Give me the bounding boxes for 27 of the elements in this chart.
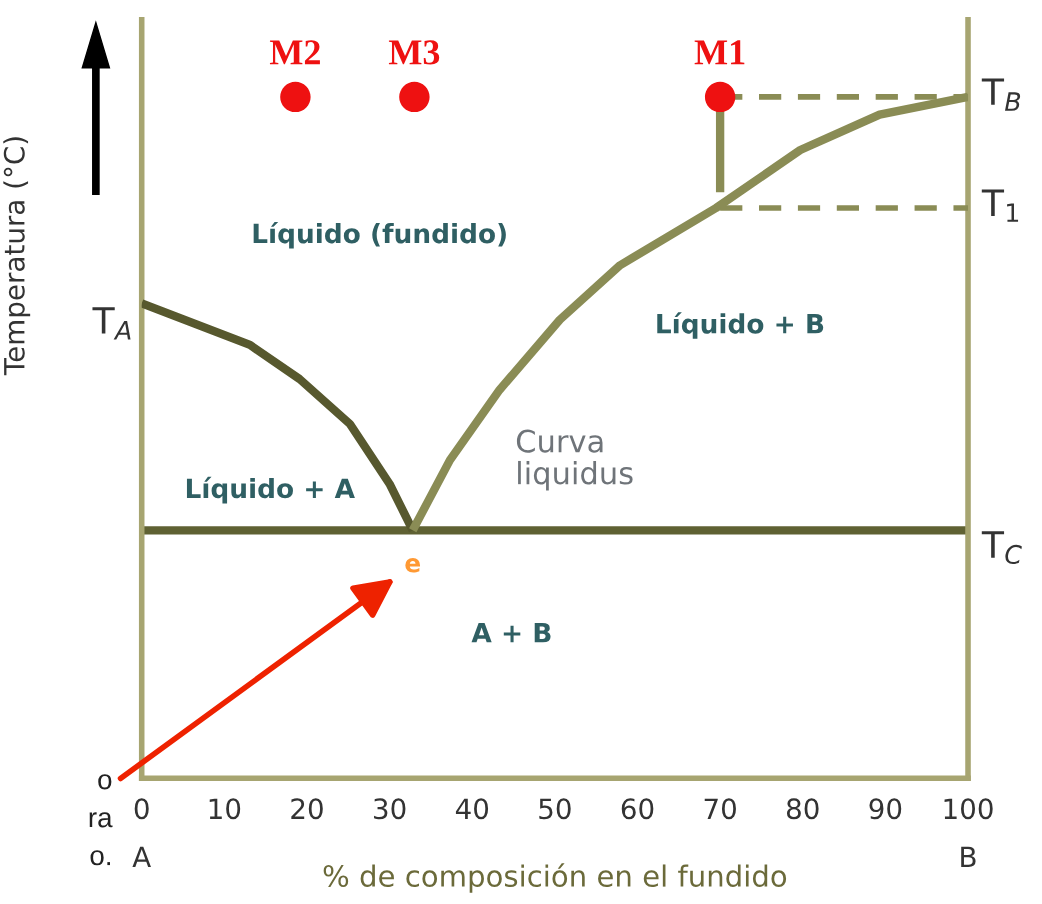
- annotation: M3: [388, 40, 440, 65]
- x-tick-label: 70: [704, 798, 736, 820]
- ref-line-label: T$_{C}$: [981, 531, 1022, 564]
- y-axis-title: Temperatura (°C): [3, 137, 31, 376]
- text: o ra o.: [89, 774, 113, 866]
- annotation: A + B: [471, 623, 551, 643]
- annotation: Líquido (fundido): [253, 221, 506, 249]
- annotation: M1: [694, 40, 745, 65]
- x-tick-label: 40: [455, 798, 489, 820]
- annotation: T$_{B}$: [981, 78, 1021, 111]
- x-tick-label: 100 B: [944, 798, 993, 867]
- annotation: T$_{1}$: [981, 189, 1019, 222]
- x-tick-label: 50: [539, 798, 571, 820]
- x-tick-label: 10: [209, 798, 241, 820]
- x-tick-label: 60: [621, 798, 654, 820]
- annotation: Líquido + B: [657, 312, 824, 339]
- x-tick-label: 80: [786, 798, 819, 820]
- x-tick-label: 0 A: [132, 798, 151, 867]
- x-tick-label: 20: [291, 798, 323, 820]
- x-tick-label: 30: [374, 798, 406, 820]
- annotation: Líquido + A: [186, 476, 355, 504]
- x-axis-title: % de composición en el fundido: [323, 863, 787, 893]
- annotation: e: [405, 558, 421, 573]
- x-tick-label: 90: [869, 798, 902, 820]
- annotation: M2: [269, 40, 320, 65]
- annotation: T$_{A}$: [92, 307, 131, 340]
- annotation: Curva liquidus: [516, 429, 633, 491]
